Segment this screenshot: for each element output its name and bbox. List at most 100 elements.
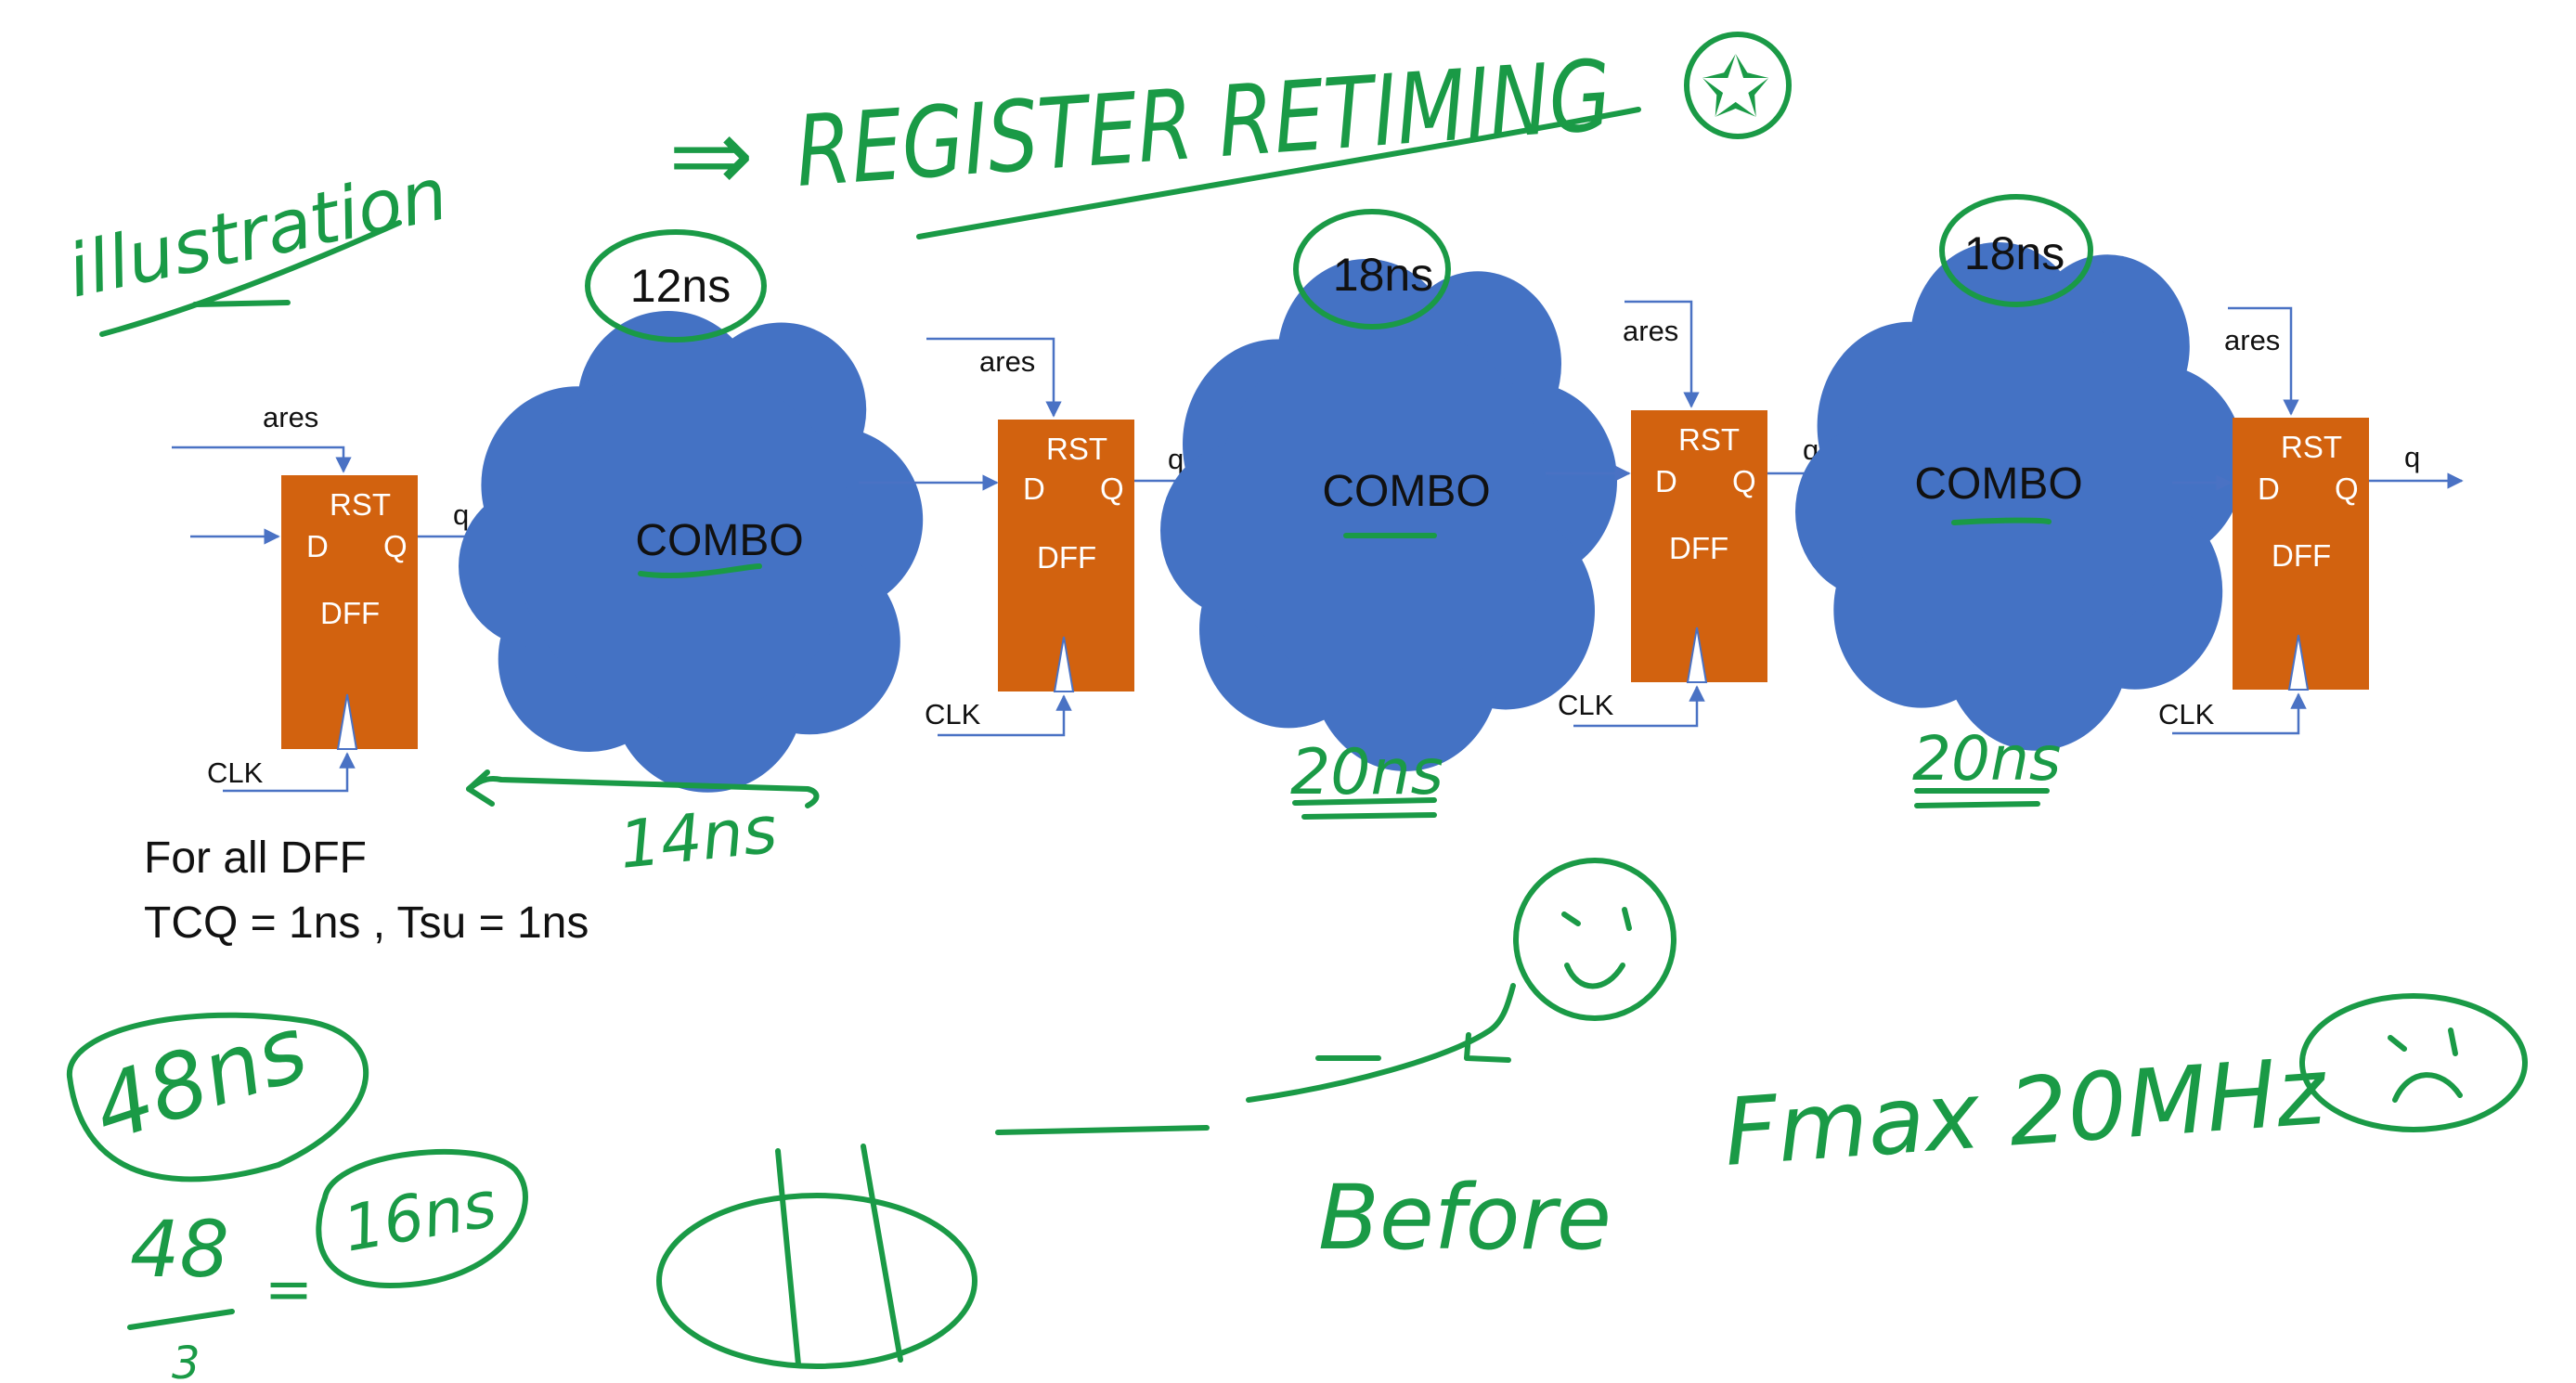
clk-label-3: CLK	[1558, 689, 1614, 721]
clk-label-1: CLK	[207, 756, 264, 789]
happy-face-eye-right	[1622, 907, 1632, 931]
combo-underline-3	[1951, 517, 2052, 525]
dff-3: RST D Q DFF	[1631, 410, 1767, 683]
combo-handwritten-delay-3: 20ns	[1912, 723, 2061, 795]
ares-wire-4	[2228, 306, 2299, 416]
division-denominator: 3	[172, 1338, 201, 1383]
q-label-2: q	[1168, 443, 1184, 475]
header-arrow: ⇒	[668, 96, 754, 214]
clock-triangle-icon	[2287, 634, 2310, 691]
ares-label-3: ares	[1623, 315, 1678, 347]
sad-face-eye-left	[2388, 1035, 2407, 1052]
header-annotation: ⇒ REGISTER RETIMING ✩ illustration	[60, 32, 1792, 337]
dff-name-label: DFF	[1037, 540, 1096, 575]
delay-underline-2b	[1301, 812, 1437, 820]
ares-wire-3	[1625, 300, 1700, 408]
delay-bubble-2	[1293, 209, 1451, 330]
combo-label-3: COMBO	[1914, 459, 2082, 509]
dff-d-label: D	[1023, 472, 1045, 506]
total-time: 48ns	[81, 996, 318, 1162]
sad-face-icon	[2299, 993, 2528, 1132]
delay-label-2: 18ns	[1333, 249, 1433, 301]
result-circle	[316, 1148, 528, 1288]
star-circle	[1684, 32, 1792, 139]
combo-label-1: COMBO	[635, 516, 803, 565]
division-bar	[127, 1309, 235, 1330]
pointer-line	[1246, 983, 1516, 1103]
ares-wire-2	[926, 337, 1062, 418]
note-line-1: For all DFF	[144, 834, 367, 883]
delay-label-3: 18ns	[1964, 227, 2065, 279]
combo-handwritten-delay-1: 14ns	[615, 792, 781, 884]
dff-1: RST D Q DFF	[281, 475, 418, 750]
dff-d-label: D	[1655, 464, 1677, 498]
dff-d-label: D	[2258, 472, 2280, 506]
title-underline	[916, 107, 1641, 239]
combo-cloud-1: COMBO	[459, 311, 924, 793]
delay-underline-2a	[1292, 797, 1437, 806]
delay-label-1: 12ns	[630, 260, 731, 312]
ares-wire-1	[172, 446, 352, 473]
dff-name-label: DFF	[1669, 531, 1728, 565]
combo-handwritten-delay-2: 20ns	[1290, 736, 1443, 809]
equals-sign: =	[265, 1255, 313, 1323]
side-note: illustration	[60, 152, 455, 314]
happy-face-eye-left	[1561, 911, 1581, 926]
star-icon: ✩	[1701, 39, 1770, 136]
pointer-tick	[1464, 1032, 1511, 1063]
dff-rst-label: RST	[2281, 430, 2342, 464]
page-title: REGISTER RETIMING	[792, 39, 1614, 209]
q-label-4: q	[2404, 441, 2420, 473]
ares-label-1: ares	[263, 401, 318, 433]
sad-face-eye-right	[2448, 1028, 2458, 1056]
happy-face-smile	[1564, 963, 1625, 989]
side-note-underline	[99, 220, 402, 337]
dff-2: RST D Q DFF	[998, 420, 1134, 692]
happy-face-icon	[1513, 858, 1676, 1021]
delay-bubble-3	[1939, 194, 2093, 307]
dff-q-label: Q	[383, 529, 408, 563]
dff-q-label: Q	[1732, 464, 1756, 498]
doodle-line-2	[861, 1144, 903, 1363]
dff-rst-label: RST	[1046, 432, 1107, 466]
sad-face-frown	[2392, 1072, 2463, 1103]
dash-line-1	[995, 1125, 1210, 1135]
clock-triangle-icon	[336, 693, 358, 750]
ares-label-4: ares	[2224, 324, 2280, 356]
dff-rst-label: RST	[330, 487, 391, 522]
combo-cloud-3: COMBO	[1795, 242, 2245, 751]
doodle-ellipse	[656, 1193, 977, 1369]
side-note-underline-2	[192, 300, 291, 307]
combo-label-2: COMBO	[1322, 467, 1490, 516]
doodle-line-1	[775, 1148, 801, 1367]
clk-wire-3	[1573, 685, 1705, 728]
combo-cloud-2: COMBO	[1160, 259, 1617, 771]
dff-4: RST D Q DFF	[2233, 418, 2369, 691]
dff-rst-label: RST	[1678, 422, 1740, 457]
dff-d-label: D	[306, 529, 329, 563]
span-arrow-head-1	[466, 769, 495, 807]
before-label: Before	[1318, 1166, 1612, 1270]
dff-name-label: DFF	[2272, 538, 2331, 573]
clk-label-2: CLK	[925, 698, 981, 730]
combo-underline-1	[638, 563, 762, 578]
total-circle	[66, 1012, 369, 1183]
delay-bubble-1	[585, 229, 767, 343]
division-numerator: 48	[130, 1204, 229, 1295]
dff-q-label: Q	[2335, 472, 2359, 506]
fmax-label: Fmax 20MHz	[1721, 1037, 2331, 1187]
clock-triangle-icon	[1053, 636, 1075, 692]
note-line-2: TCQ = 1ns , Tsu = 1ns	[144, 898, 589, 948]
clk-wire-2	[938, 694, 1072, 737]
clk-wire-1	[223, 752, 356, 793]
result-value: 16ns	[338, 1168, 501, 1266]
q-label-1: q	[453, 498, 469, 531]
dff-q-label: Q	[1100, 472, 1124, 506]
delay-underline-3b	[1914, 801, 2040, 808]
clk-wire-4	[2172, 692, 2307, 735]
ares-label-2: ares	[979, 345, 1035, 378]
dff-name-label: DFF	[320, 596, 380, 630]
clock-triangle-icon	[1686, 627, 1708, 683]
clk-label-4: CLK	[2158, 698, 2215, 730]
